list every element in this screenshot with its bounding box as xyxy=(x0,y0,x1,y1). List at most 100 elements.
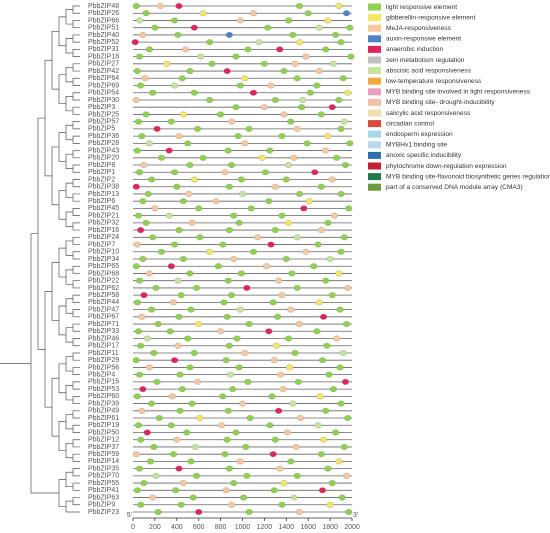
x-tick-label: 2000 xyxy=(344,524,360,531)
motif xyxy=(224,277,232,284)
tree-branch xyxy=(65,96,73,112)
motif xyxy=(136,53,144,60)
motif xyxy=(234,133,242,140)
motif xyxy=(282,256,290,262)
gene-label: PbbZIP54 xyxy=(88,90,119,97)
motif xyxy=(317,227,325,234)
motif xyxy=(145,364,153,371)
motif xyxy=(175,227,183,234)
motif xyxy=(132,3,140,9)
motif xyxy=(221,451,229,458)
legend-label: anaerobic induction xyxy=(386,46,444,53)
motif xyxy=(223,68,231,75)
tree-branch xyxy=(65,38,73,54)
motif xyxy=(133,393,141,400)
motif xyxy=(230,480,238,487)
motif xyxy=(284,335,293,342)
motif xyxy=(329,386,337,393)
motif xyxy=(337,190,345,197)
gene-label: PbbZIP58 xyxy=(88,292,119,299)
motif xyxy=(143,335,151,342)
motif xyxy=(157,248,166,255)
x-tick-label: 200 xyxy=(149,524,161,531)
motif xyxy=(225,227,233,234)
gene-label: PbbZIP8 xyxy=(88,162,115,169)
motif xyxy=(346,140,354,147)
legend-label: MeJA-responsiveness xyxy=(386,25,452,32)
motif xyxy=(145,46,153,53)
motif xyxy=(166,328,174,335)
gene-label: PbbZIP53 xyxy=(88,386,119,393)
tree-branch xyxy=(44,291,52,408)
gene-label: PbbZIP11 xyxy=(88,350,119,357)
tree-branch xyxy=(72,381,80,390)
motif xyxy=(287,306,295,313)
motif xyxy=(238,400,247,407)
motif xyxy=(280,111,288,118)
motif xyxy=(246,415,254,421)
motif xyxy=(287,458,295,465)
motif xyxy=(133,299,141,306)
tree-branch xyxy=(58,189,66,220)
tree-branch xyxy=(65,327,73,343)
motif xyxy=(288,270,296,277)
motif xyxy=(229,386,237,393)
motif xyxy=(241,75,249,82)
motif xyxy=(318,487,326,494)
gene-label: PbbZIP55 xyxy=(88,480,119,487)
motif xyxy=(278,501,286,508)
motif xyxy=(306,89,314,96)
motif xyxy=(230,212,238,219)
tree-branch xyxy=(65,153,73,169)
motif xyxy=(292,443,300,450)
motif xyxy=(247,205,255,212)
legend-swatch xyxy=(368,120,381,128)
end-label: 5' xyxy=(127,512,132,519)
tree-branch xyxy=(72,135,80,144)
motif xyxy=(132,183,140,190)
legend-swatch xyxy=(368,130,381,138)
motif xyxy=(296,415,305,421)
motif xyxy=(230,256,238,262)
gene-label: PbbZIP16 xyxy=(88,227,119,234)
legend-swatch xyxy=(368,35,381,43)
gene-label: PbbZIP34 xyxy=(88,256,119,263)
motif xyxy=(278,292,286,299)
motif xyxy=(186,68,194,75)
motif xyxy=(280,68,288,75)
x-tick-label: 1800 xyxy=(322,524,338,531)
motif xyxy=(235,364,243,371)
motif xyxy=(240,494,248,501)
tree-branch xyxy=(58,74,66,104)
motif xyxy=(174,342,182,349)
gene-label: PbbZIP47 xyxy=(88,306,119,313)
motif xyxy=(185,190,193,197)
motif xyxy=(139,198,147,205)
legend-swatch xyxy=(368,14,381,22)
tree-branch xyxy=(72,121,80,130)
motif xyxy=(190,89,198,96)
motif xyxy=(131,39,139,46)
motif xyxy=(243,284,251,291)
motif xyxy=(157,154,166,161)
motif xyxy=(263,263,271,270)
motif xyxy=(236,17,244,24)
motif xyxy=(206,97,214,103)
motif xyxy=(340,118,348,125)
legend-label: circadian control xyxy=(386,120,435,127)
tree-branch xyxy=(72,410,80,419)
tree-branch xyxy=(72,34,80,43)
motif xyxy=(154,321,162,328)
motif xyxy=(237,176,245,183)
gene-label: PbbZIP39 xyxy=(88,400,119,407)
motif xyxy=(328,104,336,111)
tree-branch xyxy=(65,298,73,314)
motif xyxy=(338,494,346,501)
motif xyxy=(315,68,323,75)
legend-swatch xyxy=(368,173,381,181)
motif xyxy=(294,378,302,385)
motif xyxy=(282,176,290,183)
motif xyxy=(186,162,194,168)
gene-label: PbbZIP35 xyxy=(88,465,119,472)
tree-branch xyxy=(72,179,80,188)
